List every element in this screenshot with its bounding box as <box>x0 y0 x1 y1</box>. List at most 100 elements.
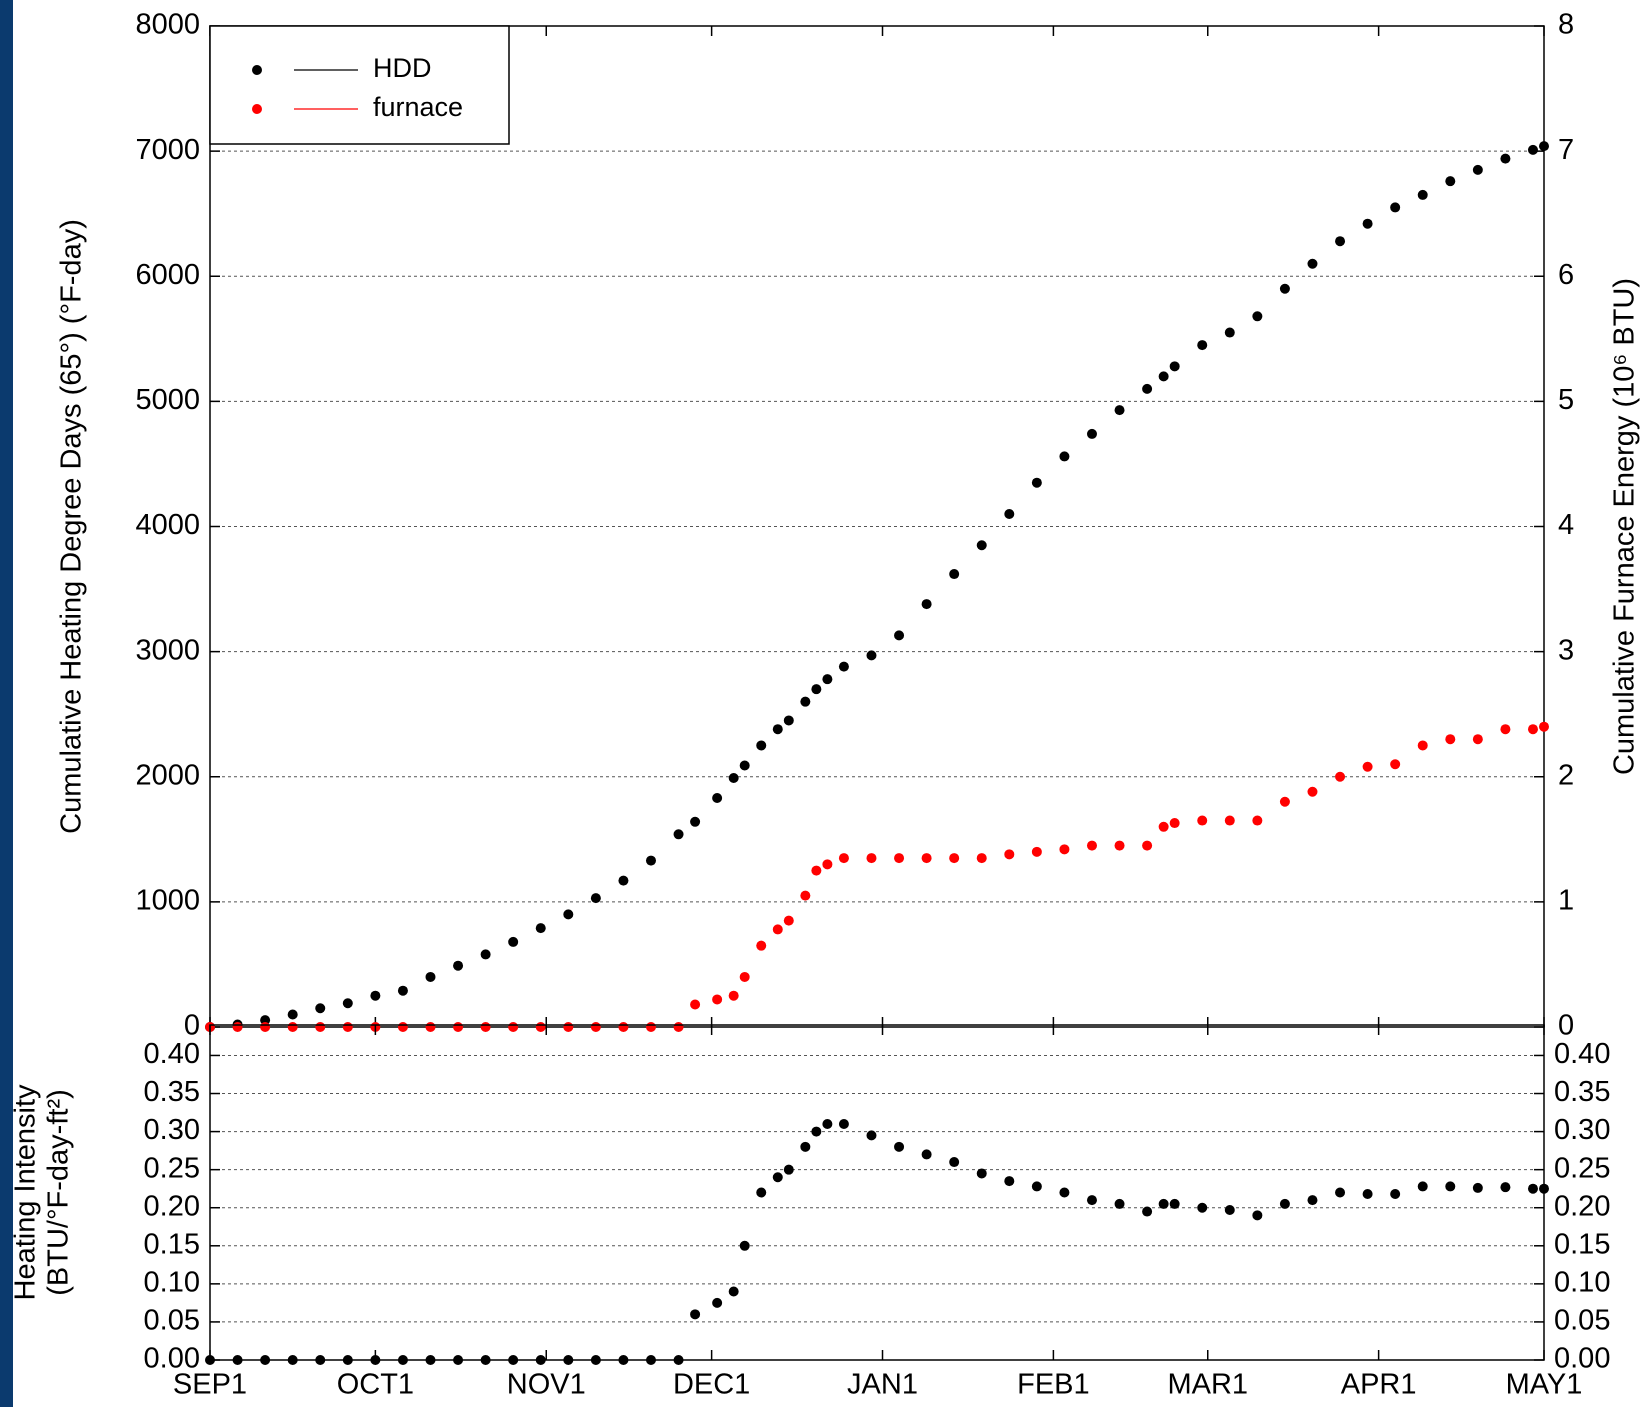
series-marker <box>453 960 464 971</box>
series-marker <box>645 855 656 866</box>
x-tick-label: NOV1 <box>507 1369 586 1401</box>
series-marker <box>1158 371 1169 382</box>
y2-tick-label: 6 <box>1558 259 1574 291</box>
series-marker <box>397 985 408 996</box>
series-marker <box>783 715 794 726</box>
y-tick-label-right: 0.10 <box>1554 1267 1610 1299</box>
y2-tick-label: 8 <box>1558 9 1574 41</box>
series-marker <box>1224 1205 1235 1216</box>
series-marker <box>811 684 822 695</box>
series-marker <box>1417 740 1428 751</box>
series-marker <box>976 853 987 864</box>
y-axis-label: (BTU/°F-day-ft²) <box>43 1089 75 1296</box>
series-marker <box>822 859 833 870</box>
series-marker <box>508 1355 519 1365</box>
legend-label: furnace <box>373 92 463 122</box>
series-marker <box>1362 1189 1373 1200</box>
series-marker <box>1059 1187 1070 1198</box>
series-marker <box>1539 1183 1549 1194</box>
series-marker <box>287 1009 298 1020</box>
x-tick-label: FEB1 <box>1017 1369 1090 1401</box>
series-marker <box>1500 153 1511 164</box>
series-marker <box>370 1355 381 1365</box>
series-marker <box>1004 508 1015 519</box>
series-marker <box>728 1286 739 1297</box>
series-marker <box>1390 1189 1401 1200</box>
series-marker <box>1527 724 1538 735</box>
y-tick-label: 2000 <box>135 759 200 791</box>
series-marker <box>949 853 960 864</box>
series-marker <box>772 724 783 735</box>
y-axis-label: Heating Intensity <box>10 1084 42 1301</box>
y-tick-label: 3000 <box>135 634 200 666</box>
series-marker <box>425 1355 436 1365</box>
series-marker <box>535 923 546 934</box>
series-marker <box>618 875 629 886</box>
side-strip <box>0 0 13 1407</box>
series-marker <box>1307 1195 1318 1206</box>
series-marker <box>866 650 877 661</box>
x-tick-label: MAY1 <box>1506 1369 1583 1401</box>
series-marker <box>1197 340 1208 351</box>
series-marker <box>1169 1198 1180 1209</box>
series-marker <box>1142 1206 1153 1217</box>
series-marker <box>1445 1181 1456 1192</box>
series-marker <box>728 773 739 784</box>
series-marker <box>480 1022 491 1032</box>
series-marker <box>811 865 822 876</box>
series-marker <box>1279 796 1290 807</box>
y-axis-label: Cumulative Heating Degree Days (65°) (°F… <box>56 219 88 834</box>
y-tick-label: 8000 <box>135 9 200 41</box>
series-marker <box>1197 1202 1208 1213</box>
series-marker <box>838 661 849 672</box>
series-marker <box>921 853 932 864</box>
y-tick-label: 0.10 <box>144 1267 200 1299</box>
y-tick-label: 0.15 <box>144 1228 200 1260</box>
y-tick-label-right: 0.40 <box>1554 1038 1610 1070</box>
series-marker <box>728 990 739 1001</box>
series-marker <box>205 1355 215 1365</box>
series-marker <box>645 1355 656 1365</box>
series-marker <box>618 1355 629 1365</box>
series-marker <box>342 998 353 1009</box>
x-tick-label: OCT1 <box>337 1369 414 1401</box>
series-marker <box>783 1164 794 1175</box>
series-marker <box>535 1355 546 1365</box>
series-marker <box>1307 786 1318 797</box>
series-marker <box>342 1355 353 1365</box>
series-marker <box>894 1141 905 1152</box>
y-tick-label: 0.35 <box>144 1076 200 1108</box>
series-marker <box>1252 1210 1263 1221</box>
series-marker <box>1224 327 1235 338</box>
series-marker <box>1417 189 1428 200</box>
y2-tick-label: 4 <box>1558 509 1574 541</box>
series-marker <box>1500 1182 1511 1193</box>
series-marker <box>712 1297 723 1308</box>
series-marker <box>739 971 750 982</box>
series-marker <box>800 890 811 901</box>
y-tick-label-right: 0.05 <box>1554 1305 1610 1337</box>
series-marker <box>535 1022 546 1032</box>
series-marker <box>772 924 783 935</box>
series-marker <box>1445 734 1456 745</box>
series-marker <box>1472 734 1483 745</box>
legend-marker <box>252 65 262 75</box>
series-marker <box>480 1355 491 1365</box>
series-marker <box>563 1022 574 1032</box>
series-marker <box>1527 144 1538 155</box>
series-marker <box>866 853 877 864</box>
series-marker <box>1307 258 1318 269</box>
series-marker <box>1031 846 1042 857</box>
series-marker <box>232 1355 243 1365</box>
y-tick-label-right: 0.20 <box>1554 1190 1610 1222</box>
y2-tick-label: 2 <box>1558 759 1574 791</box>
series-marker <box>1539 721 1549 732</box>
series-marker <box>260 1022 271 1032</box>
series-marker <box>287 1022 298 1032</box>
series-marker <box>800 696 811 707</box>
series-marker <box>1500 724 1511 735</box>
series-marker <box>1279 1198 1290 1209</box>
y-tick-label: 0.20 <box>144 1190 200 1222</box>
